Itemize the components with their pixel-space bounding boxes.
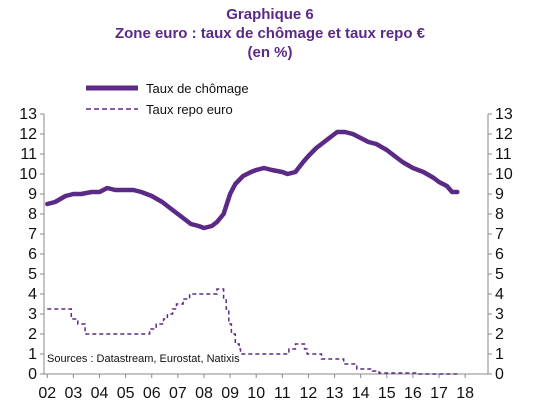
y-tick-label-left: 13 — [19, 106, 37, 123]
y-tick-label-left: 3 — [28, 306, 37, 323]
legend-label-chomage: Taux de chômage — [146, 81, 249, 96]
y-tick-label-left: 2 — [28, 326, 37, 343]
y-tick-label-right: 5 — [495, 266, 504, 283]
y-tick-label-right: 10 — [495, 166, 513, 183]
y-tick-label-right: 2 — [495, 326, 504, 343]
x-tick-label: 03 — [64, 385, 82, 402]
y-tick-label-right: 3 — [495, 306, 504, 323]
y-tick-label-right: 6 — [495, 246, 504, 263]
y-tick-label-left: 7 — [28, 226, 37, 243]
axes — [43, 114, 489, 375]
chart-title: Graphique 6 — [226, 6, 314, 23]
x-tick-label: 14 — [352, 385, 370, 402]
chart-unit-note: (en %) — [248, 44, 293, 61]
x-tick-label: 18 — [456, 385, 474, 402]
x-tick-label: 17 — [430, 385, 448, 402]
y-tick-label-right: 11 — [495, 146, 512, 163]
x-axis: 02 03 04 05 06 07 08 09 10 11 12 13 14 15 16 17 18 — [38, 374, 474, 402]
series-line-taux-de-chomage — [45, 129, 460, 231]
x-tick-label: 09 — [221, 385, 239, 402]
x-tick-label: 05 — [117, 385, 135, 402]
x-tick-label: 10 — [247, 385, 265, 402]
legend-label-repo: Taux repo euro — [146, 102, 233, 117]
y-tick-label-right: 8 — [495, 206, 504, 223]
x-tick-label: 13 — [326, 385, 344, 402]
x-tick-label: 06 — [143, 385, 161, 402]
y-tick-label-right: 1 — [495, 346, 504, 363]
x-tick-label: 02 — [38, 385, 56, 402]
x-tick-label: 12 — [300, 385, 318, 402]
x-tick-label: 04 — [91, 385, 109, 402]
y-tick-label-left: 1 — [28, 346, 37, 363]
y-tick-label-left: 12 — [19, 126, 37, 143]
y-tick-label-left: 11 — [20, 146, 37, 163]
series-line-taux-repo-euro — [47, 288, 460, 375]
y-tick-label-right: 7 — [495, 226, 504, 243]
legend: Taux de chômage Taux repo euro — [86, 81, 249, 117]
x-tick-label: 07 — [169, 385, 187, 402]
x-tick-label: 16 — [404, 385, 422, 402]
source-note: Sources : Datastream, Eurostat, Natixis — [47, 353, 240, 365]
y-tick-label-left: 6 — [28, 246, 37, 263]
y-tick-label-left: 0 — [28, 366, 37, 383]
y-tick-label-right: 9 — [495, 186, 504, 203]
y-tick-label-right: 4 — [495, 286, 504, 303]
y-tick-label-right: 13 — [495, 106, 513, 123]
y-tick-label-right: 0 — [495, 366, 504, 383]
x-tick-label: 15 — [378, 385, 396, 402]
x-tick-label: 08 — [195, 385, 213, 402]
y-tick-label-left: 4 — [28, 286, 37, 303]
x-tick-label: 11 — [274, 385, 291, 402]
y-tick-label-left: 5 — [28, 266, 37, 283]
y-tick-label-left: 8 — [28, 206, 37, 223]
y-tick-label-left: 9 — [28, 186, 37, 203]
y-tick-label-left: 10 — [19, 166, 37, 183]
chart-subtitle: Zone euro : taux de chômage et taux repo… — [115, 25, 426, 42]
y-tick-label-right: 12 — [495, 126, 513, 143]
